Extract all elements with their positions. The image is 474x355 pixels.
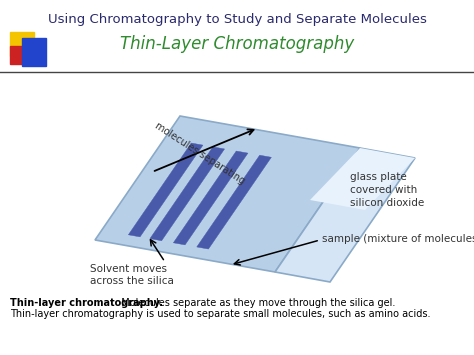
Bar [10,46,32,64]
Text: Molecules separate as they move through the silica gel.: Molecules separate as they move through … [115,298,396,308]
Polygon shape [95,116,360,272]
Text: Thin-layer chromatography.: Thin-layer chromatography. [10,298,163,308]
Polygon shape [310,148,415,210]
Text: Thin-layer chromatography is used to separate small molecules, such as amino aci: Thin-layer chromatography is used to sep… [10,309,430,319]
Text: glass plate
covered with
silicon dioxide: glass plate covered with silicon dioxide [350,172,424,208]
Bar [22,38,46,66]
Text: Solvent moves
across the silica: Solvent moves across the silica [90,264,174,286]
Polygon shape [275,148,415,282]
Polygon shape [197,155,271,249]
Bar [10,32,34,56]
Polygon shape [128,143,203,237]
Polygon shape [173,151,248,245]
Text: Using Chromatography to Study and Separate Molecules: Using Chromatography to Study and Separa… [47,13,427,26]
Text: Thin-Layer Chromatography: Thin-Layer Chromatography [120,35,354,53]
Text: molecules separating: molecules separating [153,120,246,186]
Text: sample (mixture of molecules): sample (mixture of molecules) [322,234,474,244]
Polygon shape [150,147,225,241]
